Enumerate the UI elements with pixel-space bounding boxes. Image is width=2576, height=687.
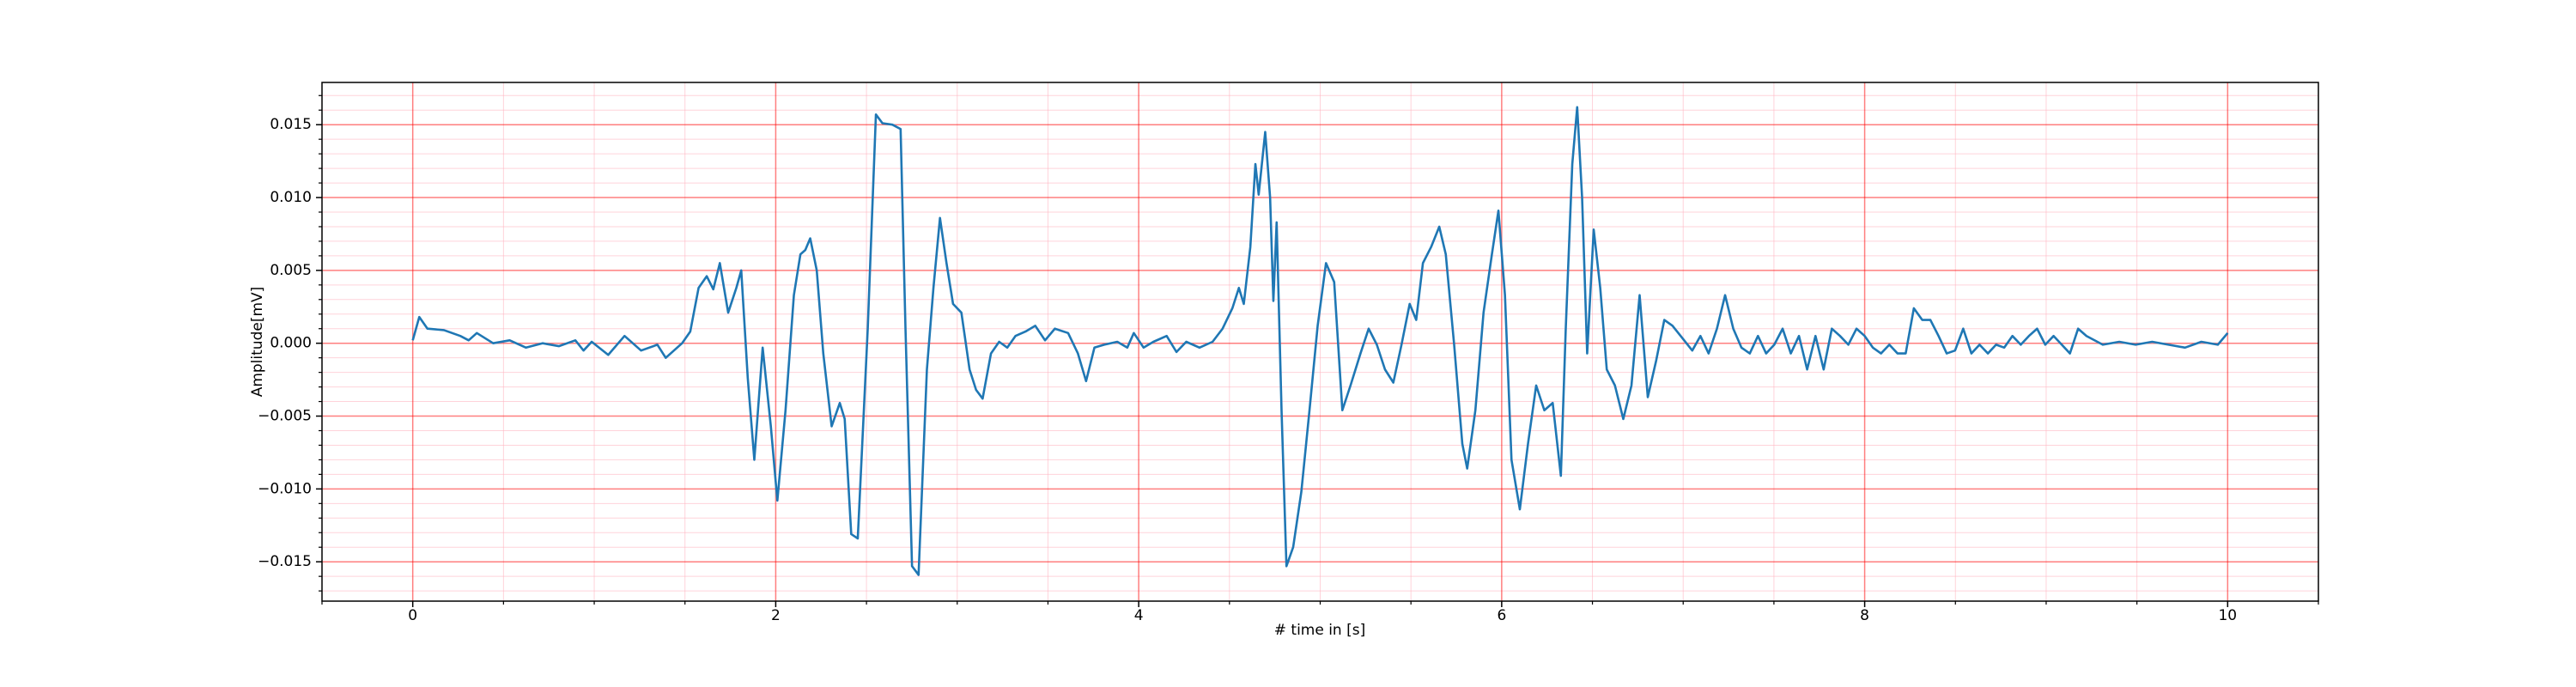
x-axis-label: # time in [s] [1274,622,1365,639]
y-tick-label: 0.005 [270,262,312,279]
y-tick-label: −0.005 [258,408,312,425]
y-axis-label: Amplitude[mV] [249,287,266,398]
y-tick-label: −0.015 [258,553,312,570]
x-tick-label: 4 [1134,607,1144,624]
signal-line [411,106,2229,576]
x-tick-label: 0 [408,607,417,624]
y-tick-label: 0.010 [270,189,312,206]
x-tick-label: 8 [1860,607,1869,624]
x-tick-label: 6 [1497,607,1506,624]
x-tick-label: 2 [771,607,781,624]
y-tick-label: 0.015 [270,116,312,133]
y-tick-label: 0.000 [270,335,312,352]
y-tick-label: −0.010 [258,480,312,497]
plot-frame [321,82,2319,602]
x-tick-label: 10 [2218,607,2237,624]
